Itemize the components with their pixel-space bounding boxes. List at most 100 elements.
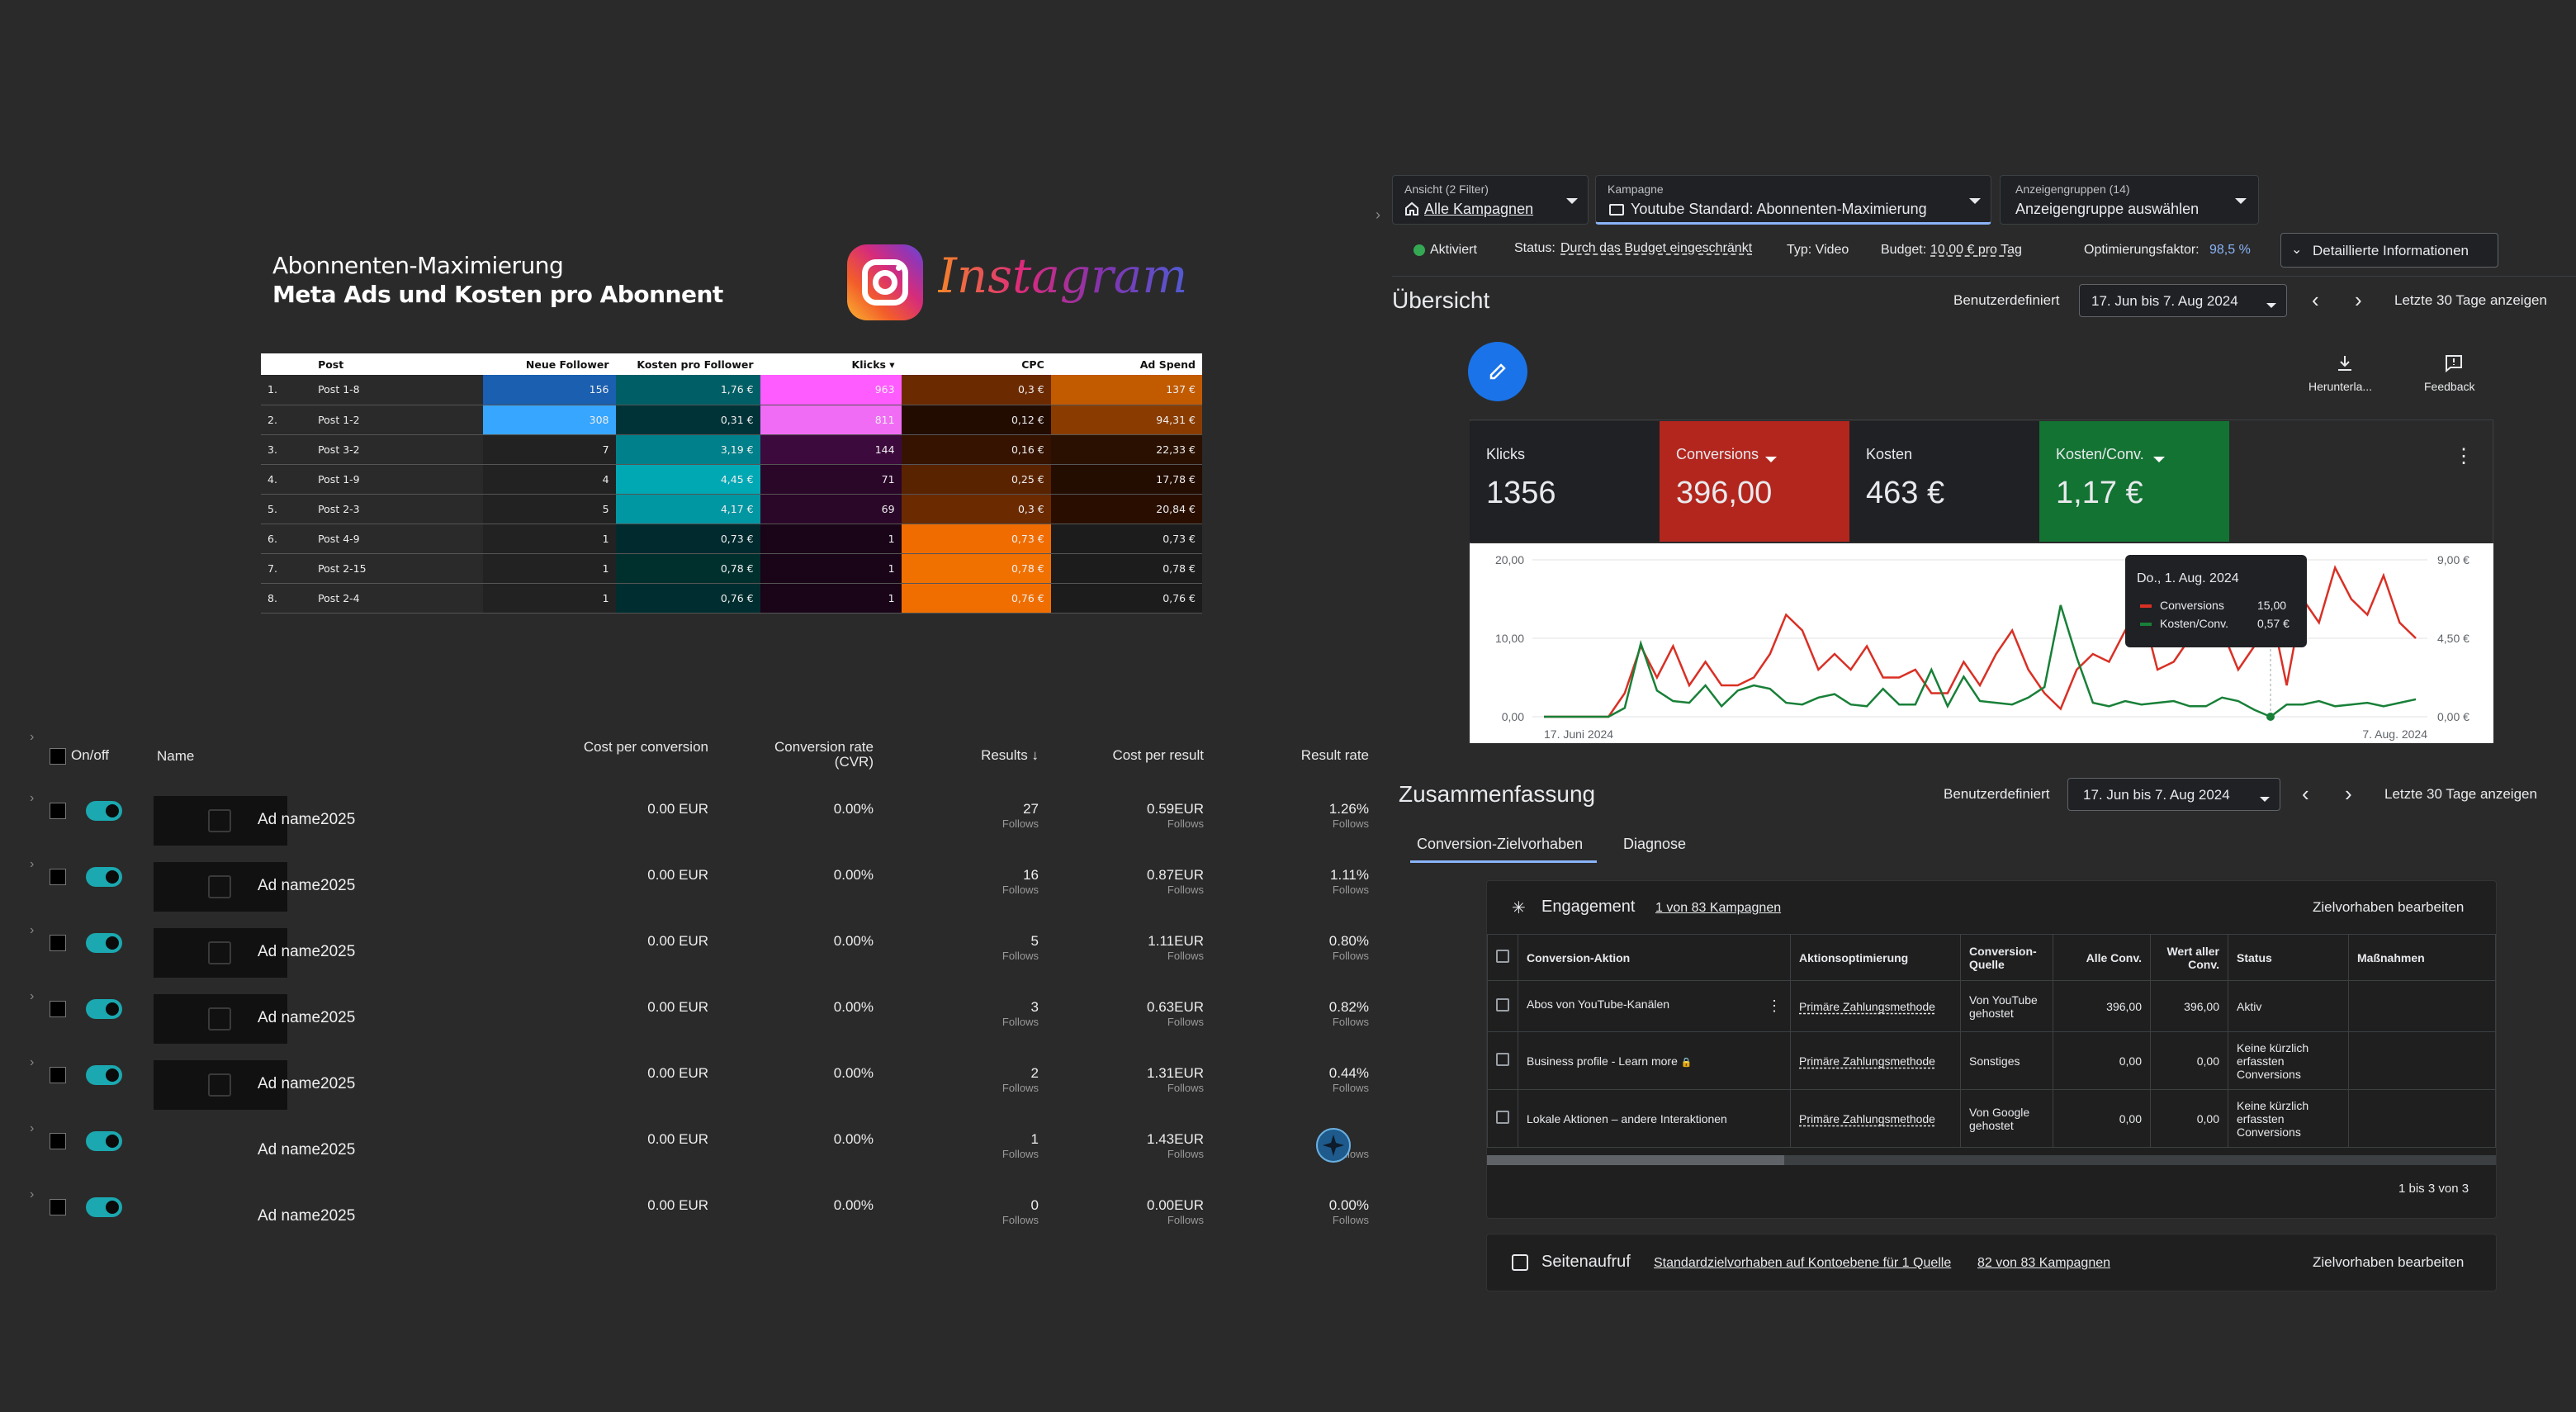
expand-chevron-icon[interactable]: › [30,857,35,871]
col-all-conv[interactable]: Alle Conv. [2053,934,2151,981]
summary-prev-icon[interactable]: ‹ [2302,781,2309,806]
col-cpc[interactable]: CPC [901,353,1051,375]
details-button[interactable]: ⌄ Detaillierte Informationen [2280,233,2498,268]
metric-card[interactable]: Conversions 396,00 [1660,421,1849,542]
col-post[interactable]: Post [311,353,483,375]
col-kosten-pro-follower[interactable]: Kosten pro Follower [615,353,760,375]
col-neue-follower[interactable]: Neue Follower [482,353,616,375]
ad-toggle[interactable] [86,801,122,821]
metric-dropdown-icon[interactable] [1765,453,1777,467]
edit-goals-link[interactable]: Zielvorhaben bearbeiten [2313,899,2465,915]
ad-name[interactable]: Ad name2025 [258,811,356,828]
ad-row[interactable]: › Ad name2025 0.00 EUR 0.00% 0 Follows 0… [0,1187,1387,1257]
action-opt-link[interactable]: Primäre Zahlungsmethode [1799,1111,1935,1125]
row-checkbox[interactable] [1496,1053,1509,1066]
download-icon[interactable] [2335,353,2355,373]
prev-period-icon[interactable]: ‹ [2312,287,2319,312]
conversion-action-row[interactable]: Lokale Aktionen – andere Interaktionen P… [1487,1089,2496,1148]
summary-next-icon[interactable]: › [2345,781,2352,806]
pageview-default-goals-link[interactable]: Standardzielvorhaben auf Kontoebene für … [1654,1256,1952,1270]
col-action-opt[interactable]: Aktionsoptimierung [1790,934,1961,981]
horizontal-scrollbar[interactable] [1487,1155,1784,1165]
action-opt-cell[interactable]: Primäre Zahlungsmethode [1790,1031,1961,1090]
col-name[interactable]: Name [157,748,195,764]
expand-chevron-icon[interactable]: › [30,1055,35,1069]
ad-toggle[interactable] [86,1197,122,1217]
col-ad-spend[interactable]: Ad Spend [1050,353,1202,375]
filter-campaign-dropdown[interactable]: Kampagne Youtube Standard: Abonnenten-Ma… [1595,175,1991,225]
select-all-checkbox[interactable] [50,748,66,765]
expand-chevron-icon[interactable]: › [30,989,35,1003]
expand-chevron-icon[interactable]: › [30,791,35,805]
ad-row[interactable]: › Ad name2025 0.00 EUR 0.00% 27 Follows … [0,791,1387,860]
row-checkbox[interactable] [50,803,66,819]
ad-toggle[interactable] [86,867,122,887]
col-all-conv-value[interactable]: Wert aller Conv. [2150,934,2228,981]
ad-toggle[interactable] [86,933,122,953]
select-all-checkbox[interactable] [1496,950,1509,963]
row-checkbox[interactable] [1496,1111,1509,1124]
ad-toggle[interactable] [86,1065,122,1085]
ad-row[interactable]: › Ad name2025 0.00 EUR 0.00% 2 Follows 1… [0,1055,1387,1125]
conversion-action-row[interactable]: Business profile - Learn more 🔒 Primäre … [1487,1031,2496,1090]
conv-action-cell[interactable]: Lokale Aktionen – andere Interaktionen [1518,1089,1791,1148]
row-checkbox[interactable] [50,935,66,951]
ad-name[interactable]: Ad name2025 [258,1075,356,1092]
col-conversion-rate[interactable]: Conversion rate (CVR) [774,739,874,770]
row-checkbox[interactable] [50,1067,66,1083]
pageview-edit-goals-link[interactable]: Zielvorhaben bearbeiten [2313,1254,2465,1270]
collapse-chevron-icon[interactable]: › [1376,206,1380,223]
col-result-rate[interactable]: Result rate [1300,747,1369,763]
col-status[interactable]: Status [2228,934,2349,981]
action-opt-link[interactable]: Primäre Zahlungsmethode [1799,999,1935,1013]
metric-dropdown-icon[interactable] [2153,453,2165,467]
conversion-action-row[interactable]: Abos von YouTube-Kanälen ⋮ Primäre Zahlun… [1487,980,2496,1032]
download-label[interactable]: Herunterla... [2308,380,2373,393]
tab-conversion-goals[interactable]: Conversion-Zielvorhaben [1417,836,1584,852]
row-checkbox[interactable] [1496,998,1509,1012]
ad-name[interactable]: Ad name2025 [258,1141,356,1159]
ad-row[interactable]: › Ad name2025 0.00 EUR 0.00% 3 Follows 0… [0,989,1387,1059]
action-opt-link[interactable]: Primäre Zahlungsmethode [1799,1054,1935,1068]
ad-row[interactable]: › Ad name2025 0.00 EUR 0.00% 16 Follows … [0,857,1387,926]
status-value-link[interactable]: Durch das Budget eingeschränkt [1560,241,1753,255]
metric-card[interactable]: Klicks 1356 [1470,421,1660,542]
more-options-icon[interactable]: ⋮ [1767,997,1782,1014]
ad-row[interactable]: › Ad name2025 0.00 EUR 0.00% 1 Follows 1… [0,1121,1387,1191]
expand-chevron-icon[interactable]: › [30,730,35,744]
conv-action-cell[interactable]: Abos von YouTube-Kanälen ⋮ [1518,980,1791,1032]
ad-name[interactable]: Ad name2025 [258,1207,356,1225]
last-30-days-link[interactable]: Letzte 30 Tage anzeigen [2394,292,2547,308]
col-cost-per-result[interactable]: Cost per result [1112,747,1204,763]
edit-pencil-icon[interactable] [1468,342,1527,401]
expand-chevron-icon[interactable]: › [30,923,35,937]
feedback-icon[interactable] [2444,353,2464,373]
expand-chevron-icon[interactable]: › [30,1187,35,1201]
date-range-picker[interactable]: 17. Jun bis 7. Aug 2024 [2079,284,2287,317]
summary-last-30-link[interactable]: Letzte 30 Tage anzeigen [2384,786,2537,802]
col-cost-per-conversion[interactable]: Cost per conversion [583,739,708,755]
conv-action-cell[interactable]: Business profile - Learn more 🔒 [1518,1031,1791,1090]
row-checkbox[interactable] [50,869,66,885]
expand-chevron-icon[interactable]: › [30,1121,35,1135]
col-measures[interactable]: Maßnahmen [2348,934,2496,981]
filter-adgroup-dropdown[interactable]: Anzeigengruppen (14) Anzeigengruppe ausw… [2000,175,2259,225]
row-checkbox[interactable] [50,1199,66,1215]
ad-row[interactable]: › Ad name2025 0.00 EUR 0.00% 5 Follows 1… [0,923,1387,993]
action-opt-cell[interactable]: Primäre Zahlungsmethode [1790,1089,1961,1148]
engagement-campaigns-link[interactable]: 1 von 83 Kampagnen [1655,901,1782,915]
filter-view-dropdown[interactable]: Ansicht (2 Filter) Alle Kampagnen [1392,175,1589,225]
col-conv-source[interactable]: Conversion-Quelle [1960,934,2053,981]
pageview-campaigns-link[interactable]: 82 von 83 Kampagnen [1977,1256,2111,1270]
summary-date-picker[interactable]: 17. Jun bis 7. Aug 2024 [2067,778,2280,811]
col-klicks[interactable]: Klicks ▾ [760,353,902,375]
metric-card[interactable]: Kosten 463 € [1849,421,2039,542]
more-options-icon[interactable]: ⋮ [2454,445,2474,467]
ad-name[interactable]: Ad name2025 [258,1009,356,1026]
ad-name[interactable]: Ad name2025 [258,877,356,894]
next-period-icon[interactable]: › [2355,287,2362,312]
ad-toggle[interactable] [86,1131,122,1151]
col-conv-action[interactable]: Conversion-Aktion [1518,934,1791,981]
ad-name[interactable]: Ad name2025 [258,943,356,960]
action-opt-cell[interactable]: Primäre Zahlungsmethode [1790,980,1961,1032]
